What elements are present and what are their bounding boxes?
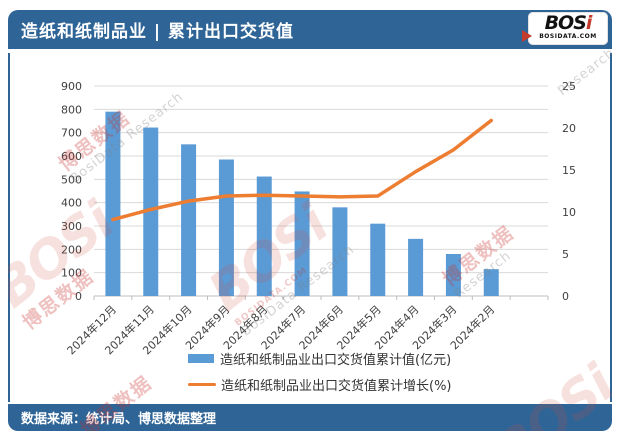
svg-text:15: 15 <box>562 164 576 177</box>
svg-text:700: 700 <box>61 127 82 140</box>
data-source-text: 数据来源：统计局、博思数据整理 <box>21 412 217 427</box>
svg-text:0: 0 <box>562 290 569 303</box>
svg-text:10: 10 <box>562 206 576 219</box>
logo-domain: BOSIDATA.COM <box>539 33 597 40</box>
logo-triangle-icon <box>522 30 532 42</box>
svg-text:5: 5 <box>562 248 569 261</box>
svg-text:300: 300 <box>61 220 82 233</box>
legend-bar-swatch <box>188 354 214 363</box>
logo-text: BOSi <box>544 12 593 34</box>
bosi-logo: BOSi BOSIDATA.COM <box>522 12 608 45</box>
svg-text:200: 200 <box>61 243 82 256</box>
svg-text:0: 0 <box>75 290 82 303</box>
chart-legend: 造纸和纸制品业出口交货值累计值(亿元) 造纸和纸制品业出口交货值累计增长(%) <box>188 349 452 401</box>
legend-line-swatch <box>188 383 216 386</box>
svg-text:25: 25 <box>562 80 576 93</box>
svg-text:900: 900 <box>61 80 82 93</box>
legend-item-line: 造纸和纸制品业出口交货值累计增长(%) <box>188 375 452 394</box>
svg-text:20: 20 <box>562 122 576 135</box>
svg-text:400: 400 <box>61 197 82 210</box>
report-card: 造纸和纸制品业 | 累计出口交货值 BOSi BOSIDATA.COM 0 100… <box>8 10 612 431</box>
legend-line-label: 造纸和纸制品业出口交货值累计增长(%) <box>221 379 452 394</box>
svg-text:600: 600 <box>61 150 82 163</box>
footer-bar: 数据来源：统计局、博思数据整理 <box>8 404 612 431</box>
legend-bar-label: 造纸和纸制品业出口交货值累计值(亿元) <box>220 353 452 368</box>
bar-line-chart: 0100200300400500600700800900051015202520… <box>61 80 576 357</box>
svg-text:800: 800 <box>61 103 82 116</box>
header-bar: 造纸和纸制品业 | 累计出口交货值 BOSi BOSIDATA.COM <box>8 10 612 49</box>
legend-item-bar: 造纸和纸制品业出口交货值累计值(亿元) <box>188 349 452 368</box>
page-title: 造纸和纸制品业 | 累计出口交货值 <box>21 22 295 42</box>
svg-text:100: 100 <box>61 267 82 280</box>
svg-text:500: 500 <box>61 173 82 186</box>
chart-body: 0 100 200 300 400 500 600 700 800 900 0 5 10 15 20 25 20… <box>8 53 612 402</box>
